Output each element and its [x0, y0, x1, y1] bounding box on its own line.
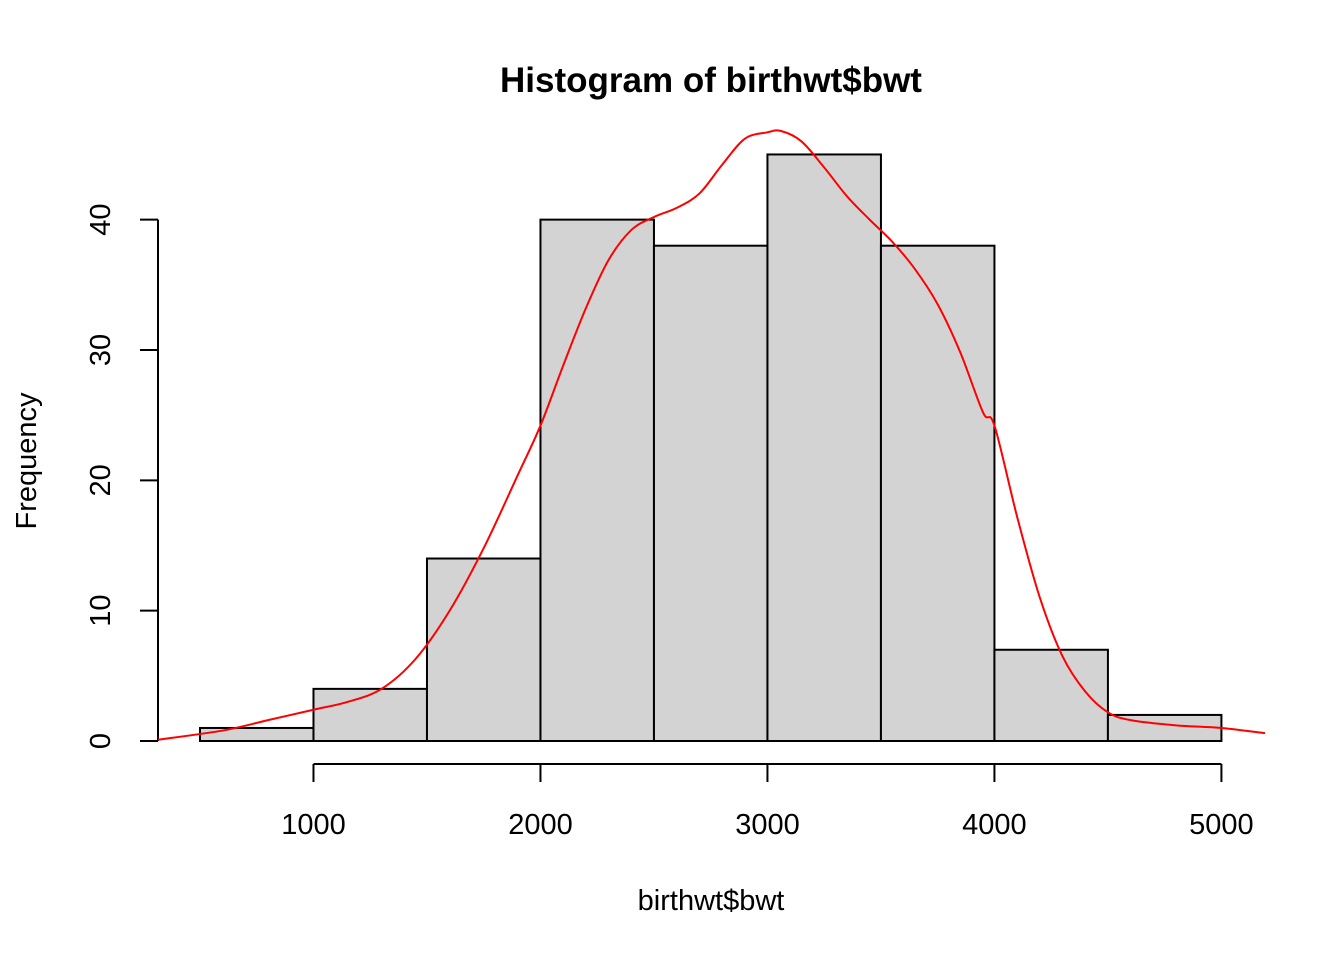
- histogram-bar-3: [539, 218, 655, 742]
- histogram-bar-5: [766, 153, 882, 742]
- x-tick-label-1: 2000: [508, 809, 573, 841]
- x-tick-label-0: 1000: [281, 809, 346, 841]
- chart-title: Histogram of birthwt$bwt: [500, 61, 922, 100]
- x-axis: 1000 2000 3000 4000 5000: [281, 763, 1254, 841]
- density-curve-layer: [157, 129, 1266, 741]
- y-tick-label-3: 30: [85, 334, 117, 366]
- x-tick-label-2: 3000: [735, 809, 800, 841]
- histogram-bar-7: [993, 648, 1109, 742]
- histogram-bar-6: [879, 244, 996, 742]
- histogram-bar-4: [652, 244, 769, 742]
- x-axis-title: birthwt$bwt: [638, 885, 785, 917]
- y-axis: 0 10 20 30 40: [85, 203, 159, 749]
- histogram-bar-2: [425, 557, 542, 742]
- y-tick-label-4: 40: [85, 203, 117, 235]
- x-tick-label-4: 5000: [1189, 809, 1254, 841]
- y-tick-label-1: 10: [85, 595, 117, 627]
- histogram-bar-1: [312, 687, 428, 742]
- y-axis-title: Frequency: [11, 392, 43, 530]
- density-curve: [157, 129, 1266, 741]
- histogram-bars: [198, 153, 1223, 743]
- x-tick-label-3: 4000: [962, 809, 1027, 841]
- histogram-bar-0: [198, 726, 315, 743]
- y-tick-label-2: 20: [85, 464, 117, 496]
- y-tick-label-0: 0: [85, 733, 117, 749]
